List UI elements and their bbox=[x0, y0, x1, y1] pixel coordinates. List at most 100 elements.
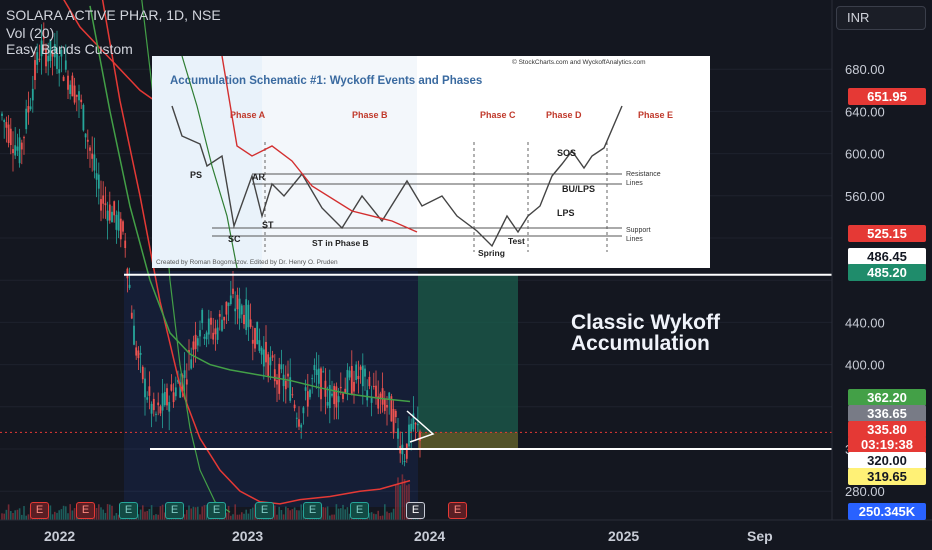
candle-body bbox=[372, 385, 375, 388]
candle-body bbox=[276, 380, 278, 385]
currency-button[interactable]: INR bbox=[836, 6, 926, 30]
price-tag: 319.65 bbox=[848, 468, 926, 485]
earnings-badge[interactable]: E bbox=[119, 502, 138, 519]
bands-indicator-label[interactable]: Easy Bands Custom bbox=[6, 41, 133, 57]
volume-bar bbox=[324, 507, 327, 520]
volume-bar bbox=[62, 505, 65, 520]
volume-bar bbox=[144, 511, 146, 520]
volume-bar bbox=[236, 514, 239, 520]
candle-body bbox=[192, 341, 195, 350]
schematic-label-support-2: Lines bbox=[626, 236, 643, 243]
volume-bar bbox=[370, 512, 373, 520]
volume-bar bbox=[348, 513, 351, 520]
candle-body bbox=[302, 407, 305, 414]
volume-bar bbox=[335, 504, 338, 520]
candle-body bbox=[144, 378, 146, 398]
candle-body bbox=[9, 128, 12, 146]
volume-bar bbox=[109, 504, 111, 520]
candle-body bbox=[199, 330, 201, 337]
candle-body bbox=[78, 91, 80, 101]
volume-bar bbox=[276, 514, 278, 520]
price-tag: 525.15 bbox=[848, 225, 926, 242]
candle-body bbox=[62, 76, 65, 81]
volume-bar bbox=[186, 509, 188, 520]
volume-bar bbox=[71, 510, 74, 520]
volume-bar bbox=[381, 515, 384, 520]
candle-body bbox=[298, 419, 300, 427]
candle-body bbox=[267, 354, 270, 377]
earnings-badge[interactable]: E bbox=[255, 502, 274, 519]
price-tag: 362.20 bbox=[848, 389, 926, 406]
candle-body bbox=[212, 332, 215, 340]
volume-bar bbox=[190, 508, 192, 520]
volume-bar bbox=[67, 513, 69, 520]
candle-body bbox=[381, 388, 384, 405]
volume-bar bbox=[137, 514, 140, 520]
schematic-phase-label: Phase C bbox=[480, 110, 516, 120]
wyckoff-schematic-image: © StockCharts.com and WyckoffAnalytics.c… bbox=[152, 56, 710, 268]
volume-bar bbox=[333, 514, 335, 520]
volume-bar bbox=[247, 513, 250, 520]
earnings-badge[interactable]: E bbox=[207, 502, 226, 519]
volume-bar bbox=[113, 515, 115, 520]
schematic-green-band bbox=[181, 56, 238, 268]
volume-bar bbox=[95, 507, 98, 520]
earnings-badge[interactable]: E bbox=[76, 502, 95, 519]
earnings-badge[interactable]: E bbox=[448, 502, 467, 519]
schematic-label-sc: SC bbox=[228, 234, 241, 244]
volume-bar bbox=[58, 510, 60, 520]
candle-body bbox=[271, 355, 274, 358]
volume-bar bbox=[232, 514, 234, 520]
candle-body bbox=[1, 113, 3, 116]
earnings-badge[interactable]: E bbox=[350, 502, 369, 519]
volume-bar bbox=[102, 509, 104, 520]
earnings-badge[interactable]: E bbox=[165, 502, 184, 519]
candle-body bbox=[150, 403, 153, 414]
candle-body bbox=[93, 154, 96, 171]
earnings-badge[interactable]: E bbox=[30, 502, 49, 519]
x-tick-label: 2025 bbox=[608, 528, 640, 544]
candle-body bbox=[122, 221, 124, 232]
candle-body bbox=[386, 405, 388, 408]
volume-bar bbox=[249, 508, 252, 520]
volume-bar bbox=[111, 505, 113, 520]
candle-body bbox=[89, 147, 91, 151]
candle-body bbox=[174, 387, 177, 397]
candle-body bbox=[84, 133, 87, 138]
volume-bar bbox=[379, 515, 382, 520]
volume-bar bbox=[56, 512, 58, 520]
volume-indicator-label[interactable]: Vol (20) bbox=[6, 25, 55, 41]
candle-body bbox=[333, 385, 336, 405]
schematic-phase-label: Phase E bbox=[638, 110, 673, 120]
earnings-badge[interactable]: E bbox=[303, 502, 322, 519]
candle-body bbox=[227, 302, 230, 307]
price-tag: 486.45 bbox=[848, 248, 926, 265]
candle-body bbox=[16, 146, 19, 151]
x-tick-label: 2024 bbox=[414, 528, 446, 544]
candle-body bbox=[331, 393, 333, 396]
candle-body bbox=[243, 314, 245, 325]
candle-body bbox=[214, 328, 217, 335]
volume-bar bbox=[7, 504, 10, 520]
schematic-source: © StockCharts.com and WyckoffAnalytics.c… bbox=[512, 58, 646, 66]
candle-body bbox=[403, 461, 406, 463]
volume-bar bbox=[69, 504, 71, 520]
candle-body bbox=[100, 199, 102, 211]
candle-body bbox=[364, 368, 366, 377]
schematic-label-test: Test bbox=[508, 236, 525, 246]
volume-bar bbox=[27, 514, 30, 520]
schematic-title: Accumulation Schematic #1: Wyckoff Event… bbox=[170, 75, 482, 87]
volume-bar bbox=[194, 507, 197, 520]
candle-body bbox=[115, 214, 118, 230]
earnings-badge[interactable]: E bbox=[406, 502, 425, 519]
volume-bar bbox=[377, 510, 379, 520]
candle-body bbox=[357, 375, 360, 380]
volume-bar bbox=[142, 505, 144, 520]
volume-bar bbox=[293, 507, 296, 520]
candle-body bbox=[383, 399, 386, 411]
volume-bar bbox=[392, 508, 395, 520]
volume-bar bbox=[384, 504, 386, 520]
candle-body bbox=[221, 319, 223, 331]
volume-bar bbox=[159, 506, 162, 520]
